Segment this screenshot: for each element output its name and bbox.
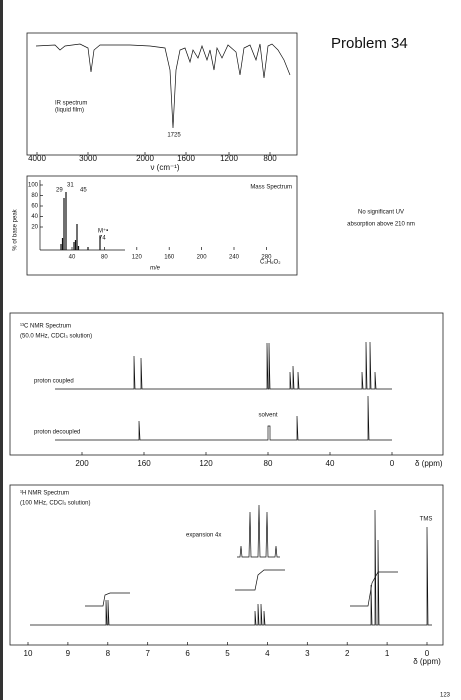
- x-tick-label: 40: [69, 255, 76, 261]
- mass-y-label: % of base peak: [13, 208, 19, 250]
- x-tick-label: 0: [390, 459, 395, 468]
- h1-trace: [30, 509, 432, 626]
- scan-edge: [0, 0, 3, 700]
- x-tick-label: 200: [75, 459, 89, 468]
- h1-frame: [9, 484, 444, 646]
- x-tick-label: 280: [261, 255, 272, 261]
- mass-peak-label: 45: [80, 188, 87, 194]
- tms-label: TMS: [420, 517, 433, 523]
- x-tick-label: 40: [326, 459, 335, 468]
- y-tick-label: 60: [31, 204, 38, 210]
- mass-panel: Mass Spectrum % of base peak 29 31 45 M⁺…: [13, 175, 298, 276]
- ir-sublabel: (liquid film): [55, 108, 84, 114]
- x-tick-label: 10: [24, 649, 33, 658]
- x-tick-label: 800: [263, 154, 277, 163]
- ir-label: IR spectrum: [55, 101, 87, 107]
- x-tick-label: 4: [265, 649, 270, 658]
- y-tick-label: 80: [31, 193, 38, 199]
- x-tick-label: 1200: [220, 154, 238, 163]
- x-tick-label: 3000: [79, 154, 97, 163]
- mass-peak-label: M⁺•: [98, 228, 108, 235]
- y-tick-label: 40: [31, 214, 38, 220]
- x-tick-label: 1600: [177, 154, 195, 163]
- h1-integration: [85, 569, 398, 607]
- c13-coupled-trace: [55, 341, 392, 390]
- ir-peak-label: 1725: [167, 133, 181, 139]
- x-tick-label: 120: [132, 255, 143, 261]
- c13-subtitle: (50.0 MHz, CDCl₃ solution): [20, 334, 92, 340]
- x-tick-label: 1: [385, 649, 390, 658]
- c13-coupled-label: proton coupled: [34, 379, 74, 385]
- x-tick-label: 2000: [136, 154, 154, 163]
- ir-frame: [26, 32, 298, 156]
- x-tick-label: 9: [66, 649, 71, 658]
- c13-decoupled-trace: [55, 395, 392, 441]
- x-tick-label: 3: [305, 649, 310, 658]
- x-tick-label: 160: [137, 459, 151, 468]
- c13-frame: [9, 312, 444, 456]
- molecular-formula: C₃H₆O₂: [260, 260, 281, 266]
- c13-x-label: δ (ppm): [415, 459, 443, 468]
- x-tick-label: 120: [199, 459, 213, 468]
- h1-title: ¹H NMR Spectrum: [20, 491, 69, 497]
- x-tick-label: 4000: [28, 154, 46, 163]
- uv-note: No significant UV: [358, 210, 404, 216]
- solvent-label: solvent: [258, 413, 277, 419]
- x-tick-label: 8: [106, 649, 111, 658]
- ir-x-label: ν (cm⁻¹): [150, 163, 179, 172]
- ir-panel: IR spectrum (liquid film) 1725 4000 3000 2…: [26, 32, 298, 172]
- mass-frame: [26, 175, 298, 276]
- x-tick-label: 80: [264, 459, 273, 468]
- x-tick-label: 160: [164, 255, 175, 261]
- x-tick-label: 2: [345, 649, 350, 658]
- x-tick-label: 6: [185, 649, 190, 658]
- x-tick-label: 7: [145, 649, 150, 658]
- c13-title: ¹³C NMR Spectrum: [20, 324, 71, 330]
- x-tick-label: 5: [225, 649, 230, 658]
- uv-note: absorption above 210 nm: [347, 222, 415, 228]
- expansion-label: expansion 4x: [186, 533, 221, 539]
- x-tick-label: 80: [101, 255, 108, 261]
- x-tick-label: 240: [229, 255, 240, 261]
- c13-decoupled-label: proton decoupled: [34, 430, 80, 436]
- mass-title: Mass Spectrum: [250, 185, 292, 191]
- mass-peak-label: 74: [99, 236, 106, 242]
- mass-x-label: m/e: [150, 266, 161, 272]
- x-tick-label: 0: [425, 649, 430, 658]
- mass-peaks: [60, 192, 101, 250]
- y-tick-label: 20: [31, 225, 38, 231]
- y-tick-label: 100: [28, 183, 39, 189]
- expansion-trace: [237, 504, 280, 558]
- h1-subtitle: (100 MHz, CDCl₃ solution): [20, 501, 90, 507]
- x-tick-label: 200: [197, 255, 208, 261]
- mass-peak-label: 31: [67, 183, 74, 189]
- c13-panel: ¹³C NMR Spectrum (50.0 MHz, CDCl₃ soluti…: [9, 312, 444, 468]
- page-number: 123: [440, 693, 451, 699]
- ir-trace: [35, 43, 291, 129]
- h1-x-label: δ (ppm): [413, 657, 441, 666]
- mass-peak-label: 29: [56, 188, 63, 194]
- problem-title: Problem 34: [331, 35, 408, 52]
- h1-panel: ¹H NMR Spectrum (100 MHz, CDCl₃ solution…: [9, 484, 444, 666]
